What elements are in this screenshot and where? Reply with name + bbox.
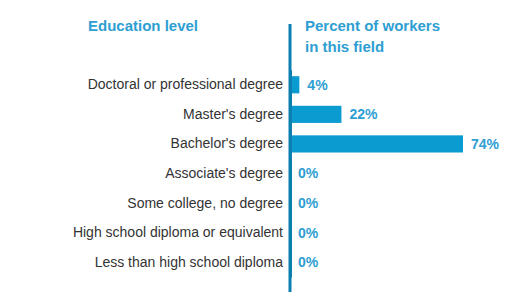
- chart: Education level Percent of workers in thi…: [0, 0, 525, 303]
- data-label: 4%: [307, 77, 328, 93]
- bar: [290, 106, 341, 123]
- tick-label: High school diploma or equivalent: [73, 224, 283, 240]
- category-axis-title: Education level: [88, 17, 198, 34]
- data-label: 0%: [298, 225, 319, 241]
- bars: [290, 76, 463, 152]
- tick: Master's degree: [183, 106, 283, 122]
- tick: Some college, no degree: [127, 195, 283, 211]
- value-axis-title-line: Percent of workers: [305, 17, 444, 34]
- data-labels: 4% 22% 74% 0% 0% 0% 0%: [298, 77, 500, 270]
- tick-label: Associate's degree: [165, 165, 283, 181]
- tick-label: Some college, no degree: [127, 195, 283, 211]
- axis-line: [289, 71, 292, 278]
- tick: Bachelor's degree: [171, 135, 284, 151]
- data-label: 22%: [349, 106, 378, 122]
- tick-label: Less than high school diploma: [95, 254, 284, 270]
- category-axis: Doctoral or professional degree Master's …: [73, 71, 291, 278]
- data-label: 0%: [298, 195, 319, 211]
- bar: [290, 135, 463, 152]
- tick-label: Bachelor's degree: [171, 135, 284, 151]
- tick: High school diploma or equivalent: [73, 224, 283, 240]
- tick-label: Doctoral or professional degree: [88, 76, 284, 92]
- data-label: 74%: [471, 136, 500, 152]
- tick: Doctoral or professional degree: [88, 76, 284, 92]
- value-axis-title: Percent of workers in this field: [305, 17, 444, 55]
- data-label: 0%: [298, 254, 319, 270]
- divider: [289, 24, 292, 292]
- tick-label: Master's degree: [183, 106, 283, 122]
- data-label: 0%: [298, 165, 319, 181]
- value-axis-title-line: in this field: [305, 38, 384, 55]
- tick: Less than high school diploma: [95, 254, 284, 270]
- tick: Associate's degree: [165, 165, 283, 181]
